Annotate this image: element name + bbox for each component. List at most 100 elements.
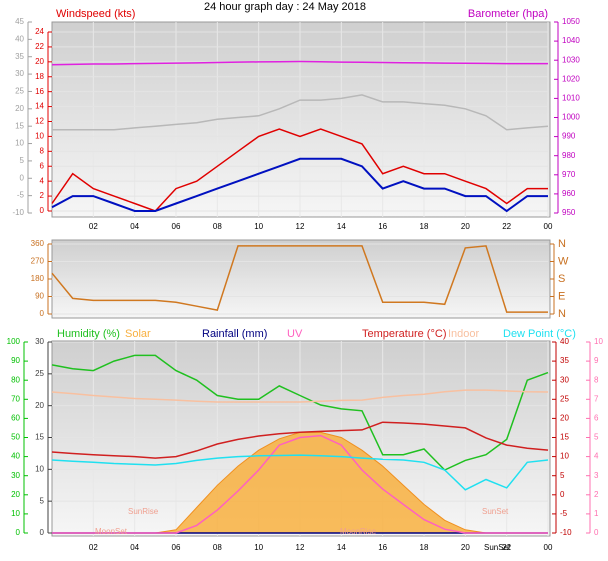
y-tick-label: 10 — [15, 139, 24, 148]
series-line — [51, 128, 548, 212]
series-line — [51, 454, 549, 491]
x-tick-label: 16 — [378, 222, 387, 231]
y-tick-label: 10 — [560, 452, 569, 461]
y-tick-label: 0 — [40, 528, 45, 537]
y-tick-label: 35 — [560, 356, 569, 365]
legend-label: Solar — [125, 328, 151, 340]
y-tick-label: 20 — [35, 401, 44, 410]
y-tick-label: S — [558, 273, 565, 285]
legend-label: Indoor — [448, 328, 480, 340]
y-tick-label: 3 — [594, 471, 599, 480]
y-tick-label: 180 — [31, 274, 45, 283]
legend-label: Humidity (%) — [57, 328, 120, 340]
y-tick-label: 970 — [562, 170, 576, 179]
y-tick-label: 100 — [7, 337, 21, 346]
y-tick-label: 14 — [35, 102, 44, 111]
series-line — [52, 94, 549, 131]
y-tick-label: 950 — [562, 208, 576, 217]
y-tick-label: 4 — [40, 176, 45, 185]
annotation: SunSet — [482, 507, 509, 516]
y-tick-label: 0 — [40, 309, 45, 318]
y-tick-label: 0 — [560, 490, 565, 499]
y-tick-label: 70 — [11, 394, 20, 403]
y-tick-label: 35 — [15, 52, 24, 61]
legend-label: Temperature (°C) — [362, 328, 446, 340]
y-tick-label: 2 — [594, 490, 599, 499]
x-tick-label: 22 — [502, 543, 511, 552]
y-tick-label: -5 — [17, 191, 25, 200]
y-tick-label: 20 — [15, 104, 24, 113]
y-tick-label: 6 — [40, 161, 45, 170]
series-line — [51, 245, 548, 313]
y-tick-label: 5 — [40, 496, 45, 505]
x-tick-label: 08 — [213, 222, 222, 231]
y-tick-label: N — [558, 308, 566, 320]
y-tick-label: 5 — [560, 471, 565, 480]
y-tick-label: 7 — [594, 394, 599, 403]
y-tick-label: 15 — [15, 121, 24, 130]
x-tick-label: 10 — [254, 543, 263, 552]
y-tick-label: 30 — [35, 337, 44, 346]
y-tick-label: 1010 — [562, 94, 580, 103]
y-tick-label: 25 — [560, 394, 569, 403]
y-tick-label: 24 — [35, 27, 44, 36]
y-tick-label: N — [558, 238, 566, 250]
y-tick-label: 80 — [11, 375, 20, 384]
y-tick-label: 1030 — [562, 55, 580, 64]
y-tick-label: 0 — [40, 206, 45, 215]
y-tick-label: 1020 — [562, 74, 580, 83]
x-tick-label: 02 — [89, 543, 98, 552]
y-tick-label: 360 — [31, 239, 45, 248]
y-tick-label: 9 — [594, 356, 599, 365]
y-tick-label: 10 — [35, 464, 44, 473]
y-tick-label: 5 — [20, 156, 25, 165]
x-tick-label: 12 — [296, 222, 305, 231]
y-tick-label: 6 — [594, 414, 599, 423]
y-tick-label: 20 — [35, 57, 44, 66]
y-tick-label: 15 — [35, 433, 44, 442]
y-tick-label: 30 — [11, 471, 20, 480]
axis-label: Barometer (hpa) — [468, 8, 548, 20]
y-tick-label: 20 — [560, 414, 569, 423]
y-tick-label: 90 — [11, 356, 20, 365]
y-tick-label: 1050 — [562, 17, 580, 26]
y-tick-label: 60 — [11, 414, 20, 423]
x-tick-label: 10 — [254, 222, 263, 231]
y-tick-label: -10 — [560, 528, 572, 537]
y-tick-label: 1040 — [562, 36, 580, 45]
y-tick-label: 40 — [15, 34, 24, 43]
x-tick-label: 16 — [378, 543, 387, 552]
legend-label: Rainfall (mm) — [202, 328, 267, 340]
x-tick-label: 14 — [337, 222, 346, 231]
y-tick-label: 16 — [35, 87, 44, 96]
y-tick-label: 270 — [31, 257, 45, 266]
series-line — [51, 389, 549, 403]
y-tick-label: 0 — [20, 173, 25, 182]
x-tick-label: 08 — [213, 543, 222, 552]
y-tick-label: 15 — [560, 433, 569, 442]
y-tick-label: -5 — [560, 509, 568, 518]
x-tick-label: 22 — [502, 222, 511, 231]
annotation: MoonSet — [95, 527, 128, 536]
y-tick-label: 990 — [562, 132, 576, 141]
y-tick-label: 12 — [35, 117, 44, 126]
x-tick-label: 04 — [130, 222, 139, 231]
y-tick-label: 25 — [15, 87, 24, 96]
title: 24 hour graph day : 24 May 2018 — [204, 1, 366, 13]
x-tick-label: 12 — [296, 543, 305, 552]
y-tick-label: 960 — [562, 189, 576, 198]
annotation: SunSet — [484, 543, 511, 552]
y-tick-label: 4 — [594, 452, 599, 461]
y-tick-label: W — [558, 255, 569, 267]
y-tick-label: 30 — [560, 375, 569, 384]
x-tick-label: 00 — [544, 222, 553, 231]
series-line — [51, 354, 549, 471]
y-tick-label: 30 — [15, 69, 24, 78]
y-tick-label: -10 — [12, 208, 24, 217]
x-tick-label: 04 — [130, 543, 139, 552]
y-tick-label: 8 — [594, 375, 599, 384]
y-tick-label: 0 — [16, 528, 21, 537]
y-tick-label: 22 — [35, 42, 44, 51]
annotation: SunRise — [128, 507, 159, 516]
x-tick-label: 18 — [420, 543, 429, 552]
